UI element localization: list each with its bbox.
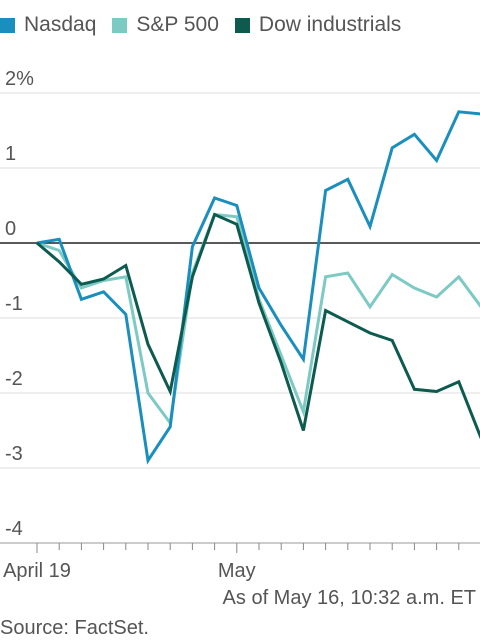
series-line-nasdaq <box>36 110 480 465</box>
legend-item-s-p-500: S&P 500 <box>112 13 219 37</box>
legend-swatch <box>112 17 128 33</box>
legend-item-nasdaq: Nasdaq <box>0 13 96 37</box>
y-tick-label: -2 <box>5 368 23 390</box>
y-tick-label: 0 <box>5 218 16 240</box>
x-tick-label: May <box>218 560 256 582</box>
series-line-s-p-500 <box>36 212 480 427</box>
timestamp-note: As of May 16, 10:32 a.m. ET <box>222 587 476 609</box>
y-tick-label: -1 <box>5 293 23 315</box>
legend-label: S&P 500 <box>136 13 219 36</box>
legend-item-dow-industrials: Dow industrials <box>234 13 402 37</box>
source-note: Source: FactSet. <box>0 617 149 639</box>
y-tick-label: -4 <box>5 518 23 540</box>
legend-label: Nasdaq <box>24 13 97 36</box>
line-chart: 2% 1 0 -1 -2 -3 -4 April 19 May <box>0 68 480 582</box>
y-tick-label: -3 <box>5 443 23 465</box>
series-line-dow-industrials <box>36 212 480 439</box>
legend-label: Dow industrials <box>258 13 402 36</box>
y-tick-label: 1 <box>5 143 16 165</box>
legend-swatch <box>0 17 15 33</box>
y-tick-label: 2% <box>5 68 34 90</box>
x-tick-label: April 19 <box>3 560 71 582</box>
chart-legend: Nasdaq S&P 500 Dow industrials <box>0 8 417 42</box>
legend-swatch <box>234 17 250 33</box>
